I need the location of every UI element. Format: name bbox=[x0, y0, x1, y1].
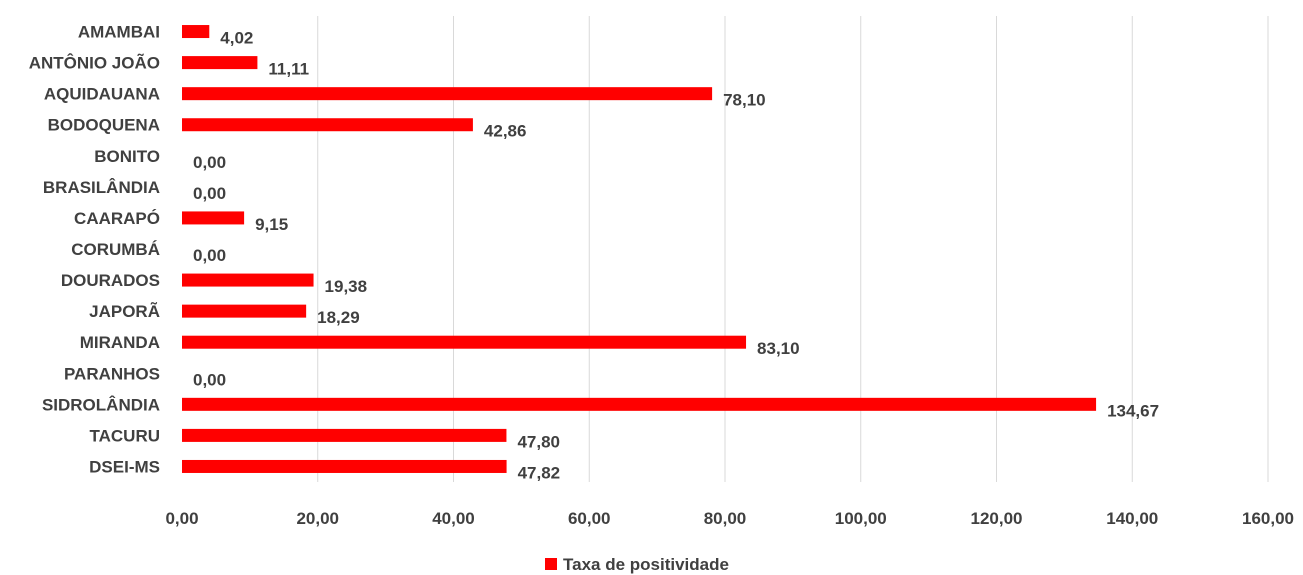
bar bbox=[182, 211, 245, 225]
x-tick-label: 140,00 bbox=[1106, 509, 1158, 528]
data-label: 0,00 bbox=[193, 184, 226, 203]
data-label: 78,10 bbox=[723, 91, 766, 110]
data-label: 47,82 bbox=[518, 463, 561, 482]
x-tick-label: 20,00 bbox=[296, 509, 339, 528]
category-label: TACURU bbox=[89, 426, 160, 445]
legend-label: Taxa de positividade bbox=[563, 555, 729, 574]
category-label: ANTÔNIO JOÃO bbox=[29, 53, 160, 73]
bar bbox=[182, 56, 258, 70]
data-label: 0,00 bbox=[193, 370, 226, 389]
category-labels: AMAMBAI ANTÔNIO JOÃO AQUIDAUANA BODOQUENA BO… bbox=[29, 23, 160, 477]
data-label: 134,67 bbox=[1107, 401, 1159, 420]
data-label: 18,29 bbox=[317, 308, 360, 327]
category-label: CAARAPÓ bbox=[74, 209, 160, 228]
category-label: JAPORÃ bbox=[89, 301, 160, 321]
x-tick-label: 60,00 bbox=[568, 509, 611, 528]
data-label: 11,11 bbox=[268, 60, 309, 79]
data-label: 4,02 bbox=[220, 29, 253, 48]
bar bbox=[182, 397, 1097, 411]
x-tick-label: 160,00 bbox=[1242, 509, 1294, 528]
category-label: MIRANDA bbox=[80, 333, 160, 352]
bar bbox=[182, 459, 507, 473]
category-label: CORUMBÁ bbox=[71, 240, 160, 259]
bar bbox=[182, 304, 307, 318]
x-tick-label: 100,00 bbox=[835, 509, 887, 528]
data-label: 0,00 bbox=[193, 246, 226, 265]
data-label: 9,15 bbox=[255, 215, 288, 234]
bar bbox=[182, 273, 314, 287]
data-label: 0,00 bbox=[193, 153, 226, 172]
bars bbox=[182, 25, 1097, 473]
category-label: DSEI-MS bbox=[89, 457, 160, 476]
data-label: 42,86 bbox=[484, 122, 527, 141]
category-label: SIDROLÂNDIA bbox=[42, 395, 160, 414]
bar bbox=[182, 118, 473, 132]
legend: Taxa de positividade bbox=[545, 555, 729, 574]
bar bbox=[182, 25, 210, 39]
category-label: BRASILÂNDIA bbox=[43, 178, 160, 197]
category-label: BONITO bbox=[94, 147, 160, 166]
data-label: 47,80 bbox=[517, 432, 560, 451]
x-tick-label: 40,00 bbox=[432, 509, 475, 528]
category-label: AQUIDAUANA bbox=[44, 85, 160, 104]
legend-swatch bbox=[545, 558, 557, 570]
bar bbox=[182, 87, 713, 101]
x-tick-label: 80,00 bbox=[704, 509, 747, 528]
data-label: 83,10 bbox=[757, 339, 800, 358]
bar bbox=[182, 335, 747, 349]
x-tick-label: 120,00 bbox=[971, 509, 1023, 528]
x-axis-tick-labels: 0,00 20,00 40,00 60,00 80,00 100,00 120,00 140,… bbox=[165, 509, 1294, 528]
x-tick-label: 0,00 bbox=[165, 509, 198, 528]
category-label: BODOQUENA bbox=[48, 116, 160, 135]
category-label: DOURADOS bbox=[61, 271, 160, 290]
category-label: AMAMBAI bbox=[78, 23, 160, 42]
category-label: PARANHOS bbox=[64, 364, 160, 383]
data-labels: 4,02 11,11 78,10 42,86 0,00 0,00 9,15 0,00 19,38… bbox=[193, 29, 1159, 483]
data-label: 19,38 bbox=[325, 277, 368, 296]
bar bbox=[182, 428, 507, 442]
